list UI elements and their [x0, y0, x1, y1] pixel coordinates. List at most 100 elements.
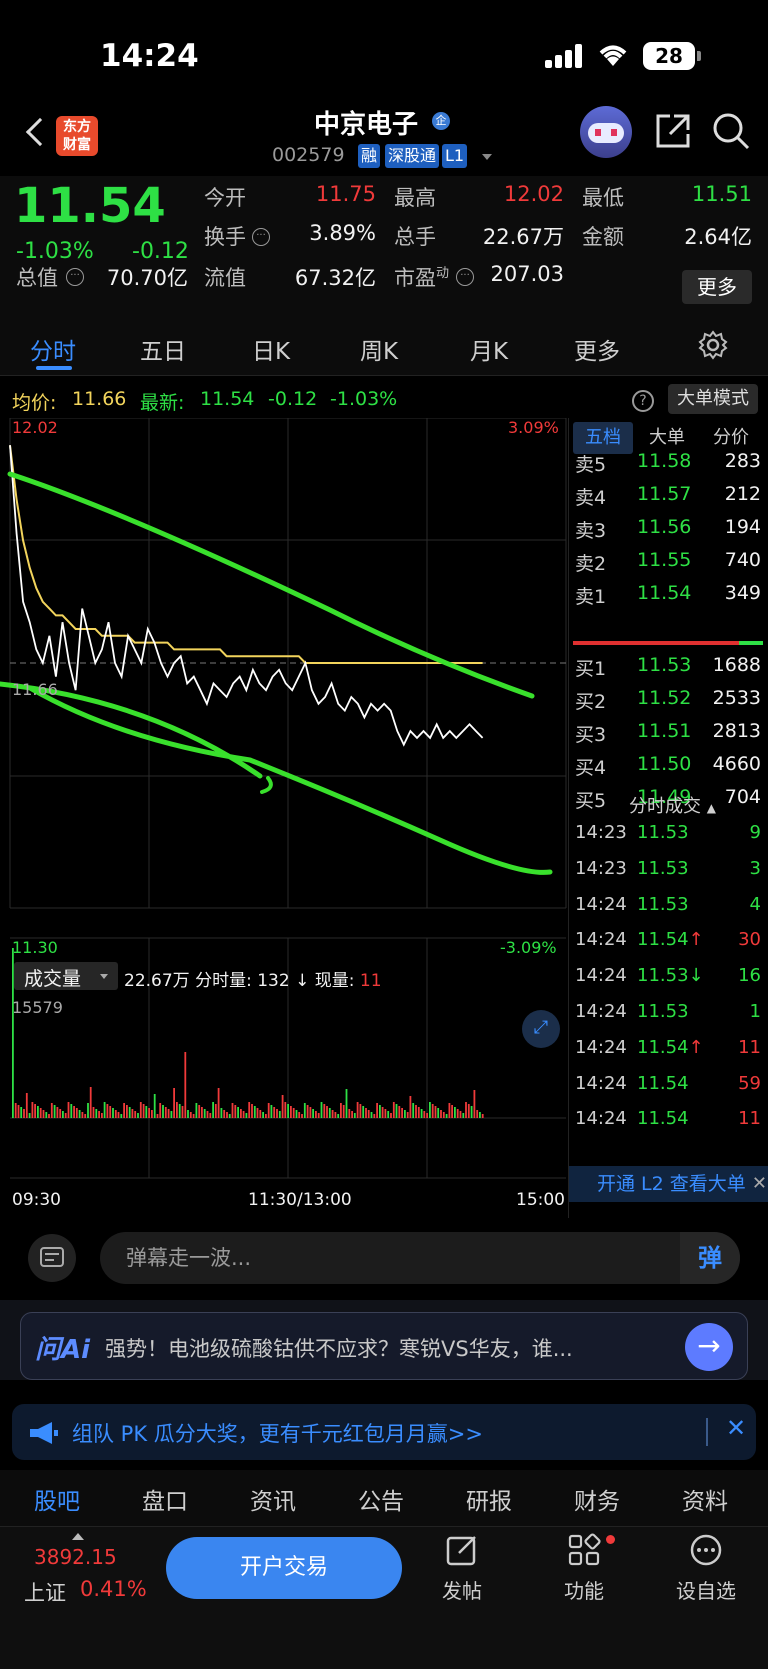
bid-volume: 4660	[712, 753, 761, 775]
orderbook-tabs: 五档 大单 分价	[569, 418, 768, 458]
bid-row[interactable]: 买5 11.49 704	[569, 786, 768, 819]
volume-bar	[253, 1106, 256, 1118]
intraday-chart[interactable]: 12.02 3.09% 11.66 11.30 -3.09% 成交量 22.67…	[0, 417, 568, 1218]
volume-bar	[251, 1104, 253, 1118]
tab-research[interactable]: 研报	[466, 1489, 512, 1515]
chevron-down-icon[interactable]	[482, 154, 492, 160]
close-icon[interactable]: ✕	[751, 1173, 767, 1194]
latest-label: 最新:	[140, 392, 185, 414]
volume-indicator-select[interactable]: 成交量	[14, 962, 118, 990]
tab-forum[interactable]: 股吧	[34, 1489, 80, 1515]
promo-banner[interactable]: 组队 PK 瓜分大奖，更有千元红包月月赢>> ✕	[12, 1404, 756, 1460]
l2-upgrade-banner[interactable]: 开通 L2 查看大单 ✕	[569, 1166, 768, 1202]
volume-bar	[406, 1112, 409, 1118]
volume-bar	[326, 1106, 328, 1118]
trades-title[interactable]: 分时成交 ▲	[629, 796, 716, 817]
tab-monthly-k[interactable]: 月K	[470, 339, 509, 365]
tab-market-depth[interactable]: 盘口	[142, 1489, 188, 1515]
volume-bar	[353, 1113, 356, 1118]
tab-price-distribution[interactable]: 分价	[713, 427, 749, 448]
share-icon[interactable]	[654, 112, 692, 150]
notification-dot	[606, 1535, 615, 1544]
chevron-up-icon[interactable]	[72, 1533, 84, 1540]
volume-bar	[128, 1107, 131, 1118]
volume-bar	[387, 1111, 390, 1118]
bid-label: 买1	[575, 658, 607, 680]
volume-bar	[120, 1114, 123, 1118]
volume-bar	[448, 1103, 451, 1118]
open-account-trade-button[interactable]: 开户交易	[166, 1537, 402, 1599]
robot-avatar-icon[interactable]	[580, 106, 632, 158]
volume-bar	[176, 1102, 178, 1118]
ask-row[interactable]: 卖3 11.56 194	[569, 516, 768, 549]
volume-bar	[309, 1107, 312, 1118]
gear-icon[interactable]	[698, 330, 728, 360]
volume-bar	[195, 1103, 198, 1118]
volume-bar	[315, 1111, 317, 1118]
volume-bar	[45, 1112, 48, 1118]
volume-bar	[48, 1114, 50, 1118]
bid-row[interactable]: 买2 11.52 2533	[569, 687, 768, 720]
index-value[interactable]: 3892.15	[34, 1545, 117, 1569]
volume-bar	[451, 1105, 453, 1118]
ask-row[interactable]: 卖1 11.54 349	[569, 582, 768, 615]
ask-row[interactable]: 卖5 11.58 283	[569, 450, 768, 483]
tab-announcements[interactable]: 公告	[358, 1489, 404, 1515]
tab-news[interactable]: 资讯	[250, 1489, 296, 1515]
volume-bar	[287, 1104, 289, 1118]
danmu-settings-icon[interactable]	[28, 1234, 76, 1282]
high-label: 最高	[394, 186, 436, 210]
ask-row[interactable]: 卖2 11.55 740	[569, 549, 768, 582]
ai-question-card[interactable]: 问Ai 强势！电池级硫酸钴供不应求？寒锐VS华友，谁... →	[20, 1312, 748, 1380]
volume-bar	[187, 1110, 189, 1118]
volume-bar	[362, 1106, 365, 1118]
expand-icon[interactable]: ⤢	[522, 1010, 560, 1048]
index-name[interactable]: 上证	[24, 1581, 66, 1605]
bid-row[interactable]: 买3 11.51 2813	[569, 720, 768, 753]
tab-intraday[interactable]: 分时	[30, 339, 76, 365]
post-button[interactable]: 发帖	[422, 1533, 502, 1604]
ask-volume: 212	[724, 483, 761, 505]
add-watchlist-button[interactable]: 设自选	[666, 1533, 746, 1604]
big-order-mode-button[interactable]: 大单模式	[668, 384, 758, 414]
functions-button[interactable]: 功能	[544, 1533, 624, 1604]
index-percent[interactable]: 0.41%	[80, 1577, 147, 1601]
volume-bar	[456, 1109, 459, 1118]
tab-five-levels[interactable]: 五档	[573, 422, 633, 454]
bid-row[interactable]: 买4 11.50 4660	[569, 753, 768, 786]
arrow-right-icon[interactable]: →	[685, 1323, 733, 1371]
back-icon[interactable]	[25, 117, 55, 147]
ask-label: 卖1	[575, 586, 607, 608]
info-icon[interactable]: ···	[252, 228, 270, 246]
bid-price: 11.52	[637, 687, 692, 709]
grid-icon	[568, 1533, 601, 1566]
tab-more[interactable]: 更多	[574, 339, 620, 365]
more-button[interactable]: 更多	[682, 270, 752, 304]
tab-five-day[interactable]: 五日	[140, 339, 186, 365]
close-icon[interactable]: ✕	[726, 1414, 747, 1442]
bid-row[interactable]: 买1 11.53 1688	[569, 654, 768, 687]
info-icon[interactable]: ···	[66, 268, 84, 286]
edit-icon	[446, 1536, 476, 1566]
volume-bar	[248, 1102, 251, 1118]
trade-price: 11.54↑	[637, 1036, 704, 1058]
latest-change: -0.12	[268, 388, 318, 410]
trade-volume: 11	[738, 1036, 761, 1058]
volume-bar	[95, 1109, 98, 1118]
help-icon[interactable]: ?	[632, 390, 654, 412]
tab-daily-k[interactable]: 日K	[252, 339, 291, 365]
content-tabs: 股吧 盘口 资讯 公告 研报 财务 资料	[0, 1470, 768, 1526]
ask-row[interactable]: 卖4 11.57 212	[569, 483, 768, 516]
info-icon[interactable]: ···	[456, 268, 474, 286]
tab-big-orders[interactable]: 大单	[649, 427, 685, 448]
danmu-input[interactable]: 弹幕走一波...	[100, 1232, 740, 1284]
tab-finance[interactable]: 财务	[574, 1489, 620, 1515]
tab-weekly-k[interactable]: 周K	[360, 339, 399, 365]
volume-bar	[404, 1110, 406, 1118]
search-icon[interactable]	[712, 112, 750, 150]
volume-bar	[220, 1108, 223, 1118]
volume-bar	[159, 1103, 162, 1118]
danmu-toggle-button[interactable]: 弹	[680, 1232, 740, 1284]
volume-bar	[17, 1105, 20, 1118]
tab-profile[interactable]: 资料	[682, 1489, 728, 1515]
